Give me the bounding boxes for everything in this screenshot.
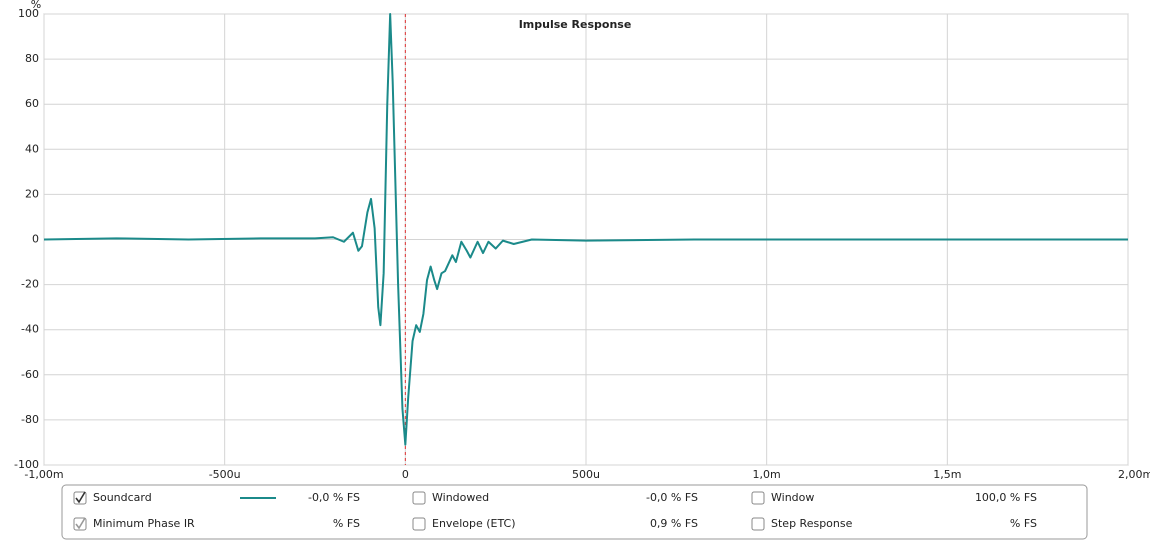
legend-label: Window xyxy=(771,491,814,504)
legend-label: Minimum Phase IR xyxy=(93,517,195,530)
y-tick-label: 20 xyxy=(25,187,39,200)
x-tick-label: 2,00m s xyxy=(1118,468,1150,481)
x-tick-label: 500u xyxy=(572,468,600,481)
y-tick-label: 80 xyxy=(25,52,39,65)
legend-label: Soundcard xyxy=(93,491,152,504)
checkbox[interactable] xyxy=(751,517,765,531)
series-line xyxy=(43,13,1128,446)
x-tick-label: 0 xyxy=(402,468,409,481)
x-tick-label: 1,0m xyxy=(753,468,781,481)
y-tick-label: -60 xyxy=(21,368,39,381)
checkbox[interactable] xyxy=(412,491,426,505)
y-tick-label: 100 xyxy=(18,7,39,20)
checkmark xyxy=(75,491,86,504)
checkbox[interactable] xyxy=(412,517,426,531)
y-tick-label: 40 xyxy=(25,142,39,155)
legend-readout: 100,0 % FS xyxy=(975,491,1037,504)
y-tick-label: -40 xyxy=(21,323,39,336)
legend-label: Windowed xyxy=(432,491,489,504)
checkbox[interactable] xyxy=(751,491,765,505)
chart-title: Impulse Response xyxy=(519,18,632,31)
y-tick-label: -80 xyxy=(21,413,39,426)
legend-readout: % FS xyxy=(1010,517,1037,530)
x-tick-label: 1,5m xyxy=(933,468,961,481)
y-axis-label: % xyxy=(31,0,41,11)
legend-panel xyxy=(61,484,1088,540)
x-tick-label: -500u xyxy=(209,468,241,481)
legend-label: Step Response xyxy=(771,517,853,530)
legend-readout: 0,9 % FS xyxy=(650,517,698,530)
y-tick-label: -20 xyxy=(21,278,39,291)
legend-readout: % FS xyxy=(333,517,360,530)
x-tick-label: -1,00m xyxy=(24,468,63,481)
y-tick-label: 0 xyxy=(32,233,39,246)
legend-readout: -0,0 % FS xyxy=(646,491,698,504)
checkmark xyxy=(75,517,86,530)
y-tick-label: 60 xyxy=(25,97,39,110)
legend-readout: -0,0 % FS xyxy=(308,491,360,504)
legend-label: Envelope (ETC) xyxy=(432,517,516,530)
y-tick-label: -100 xyxy=(14,458,39,471)
